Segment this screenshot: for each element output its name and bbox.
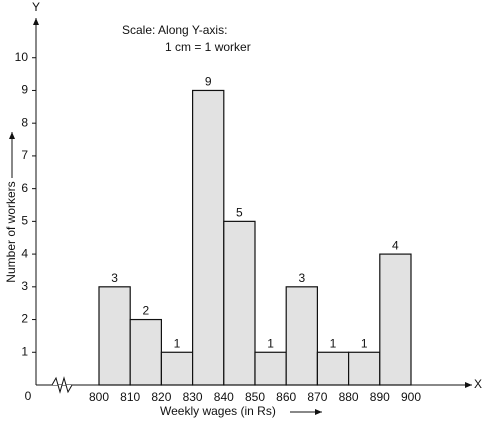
value-label: 1 (361, 336, 368, 350)
x-tick-label: 820 (151, 390, 171, 404)
x-tick-label: 840 (214, 390, 234, 404)
y-axis-label: Number of workers (4, 181, 18, 282)
bar (285, 286, 319, 386)
x-tick-label: 850 (245, 390, 265, 404)
y-axis-letter: Y (32, 0, 40, 14)
value-label: 1 (267, 336, 274, 350)
value-label: 1 (174, 336, 181, 350)
x-tick-label: 870 (307, 390, 327, 404)
x-tick-label: 880 (339, 390, 359, 404)
y-tick-label: 8 (21, 115, 28, 129)
annotation: Scale: Along Y-axis: (122, 23, 227, 37)
value-label: 1 (330, 336, 337, 350)
y-tick-label: 4 (21, 246, 28, 260)
y-tick-label: 2 (21, 312, 28, 326)
axis-break (51, 376, 73, 394)
bar (254, 351, 287, 386)
x-tick-label: 890 (370, 390, 390, 404)
value-label: 5 (236, 206, 243, 220)
y-tick-label: 6 (21, 181, 28, 195)
x-tick-label: 810 (120, 390, 140, 404)
x-tick-label: 860 (276, 390, 296, 404)
x-tick-label: 900 (401, 390, 421, 404)
y-tick-label: 7 (21, 148, 28, 162)
y-tick-label: 3 (21, 279, 28, 293)
bar (192, 89, 225, 386)
value-label: 2 (142, 304, 149, 318)
y-tick-label: 10 (15, 50, 29, 64)
origin-label: 0 (25, 389, 32, 403)
value-label: 3 (111, 271, 118, 285)
bar (316, 351, 350, 386)
y-tick-label: 9 (21, 83, 28, 97)
value-label: 3 (298, 271, 305, 285)
y-tick-label: 1 (21, 344, 28, 358)
annotation: 1 cm = 1 worker (165, 40, 251, 54)
bar (223, 220, 256, 386)
x-axis-letter: X (474, 377, 482, 391)
bar (98, 286, 131, 386)
y-tick-label: 5 (21, 214, 28, 228)
bar (160, 351, 194, 386)
value-label: 4 (392, 238, 399, 252)
bar (348, 351, 381, 386)
x-tick-label: 800 (89, 390, 109, 404)
bar (379, 253, 412, 386)
x-axis-label: Weekly wages (in Rs) (160, 404, 276, 418)
bar (129, 318, 162, 386)
value-label: 9 (205, 75, 212, 89)
x-tick-label: 830 (183, 390, 203, 404)
